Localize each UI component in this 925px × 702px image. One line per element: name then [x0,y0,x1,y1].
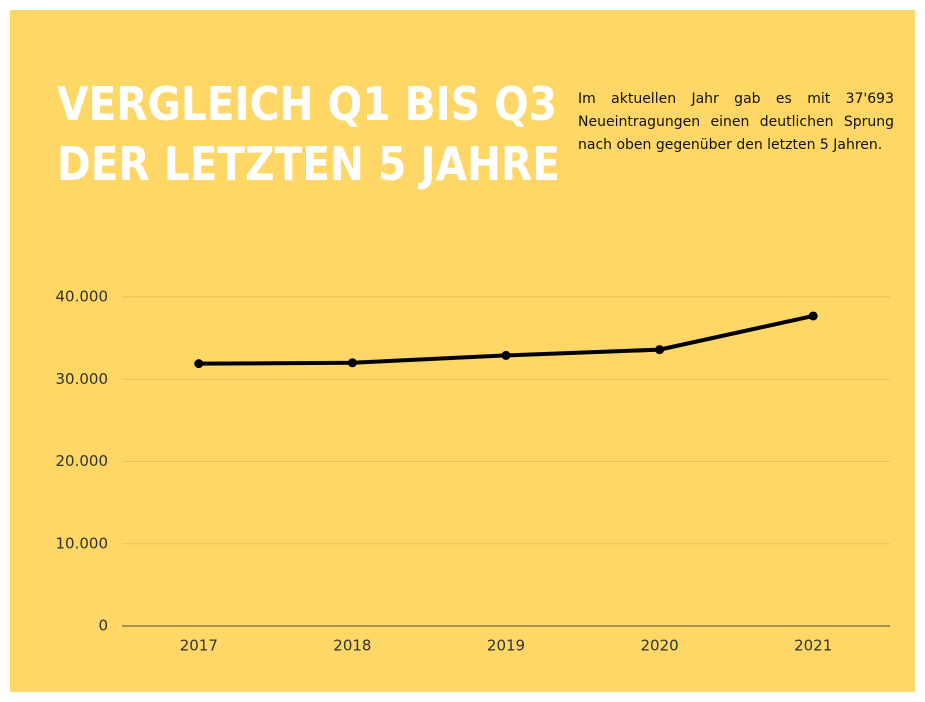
chart-title: DER LETZTEN 5 JAHRE [57,137,560,191]
x-tick-label: 2021 [794,637,832,655]
point [194,359,204,369]
x-tick-label: 2019 [487,637,525,655]
x-tick-label: 2020 [641,637,679,655]
point [347,358,357,368]
y-tick-label: 40.000 [56,288,109,306]
y-tick-label: 0 [98,617,108,635]
background-panel [10,10,915,692]
y-tick-label: 30.000 [56,370,109,388]
point [655,345,665,355]
x-tick-label: 2018 [333,637,371,655]
y-tick-label: 10.000 [56,534,109,552]
point [808,311,818,321]
chart-title: VERGLEICH Q1 BIS Q3 [57,77,557,131]
annotation: Im aktuellen Jahr gab es mit 37'693 Neue… [578,91,894,153]
y-tick-label: 20.000 [56,452,109,470]
x-tick-label: 2017 [180,637,218,655]
point [501,350,511,360]
